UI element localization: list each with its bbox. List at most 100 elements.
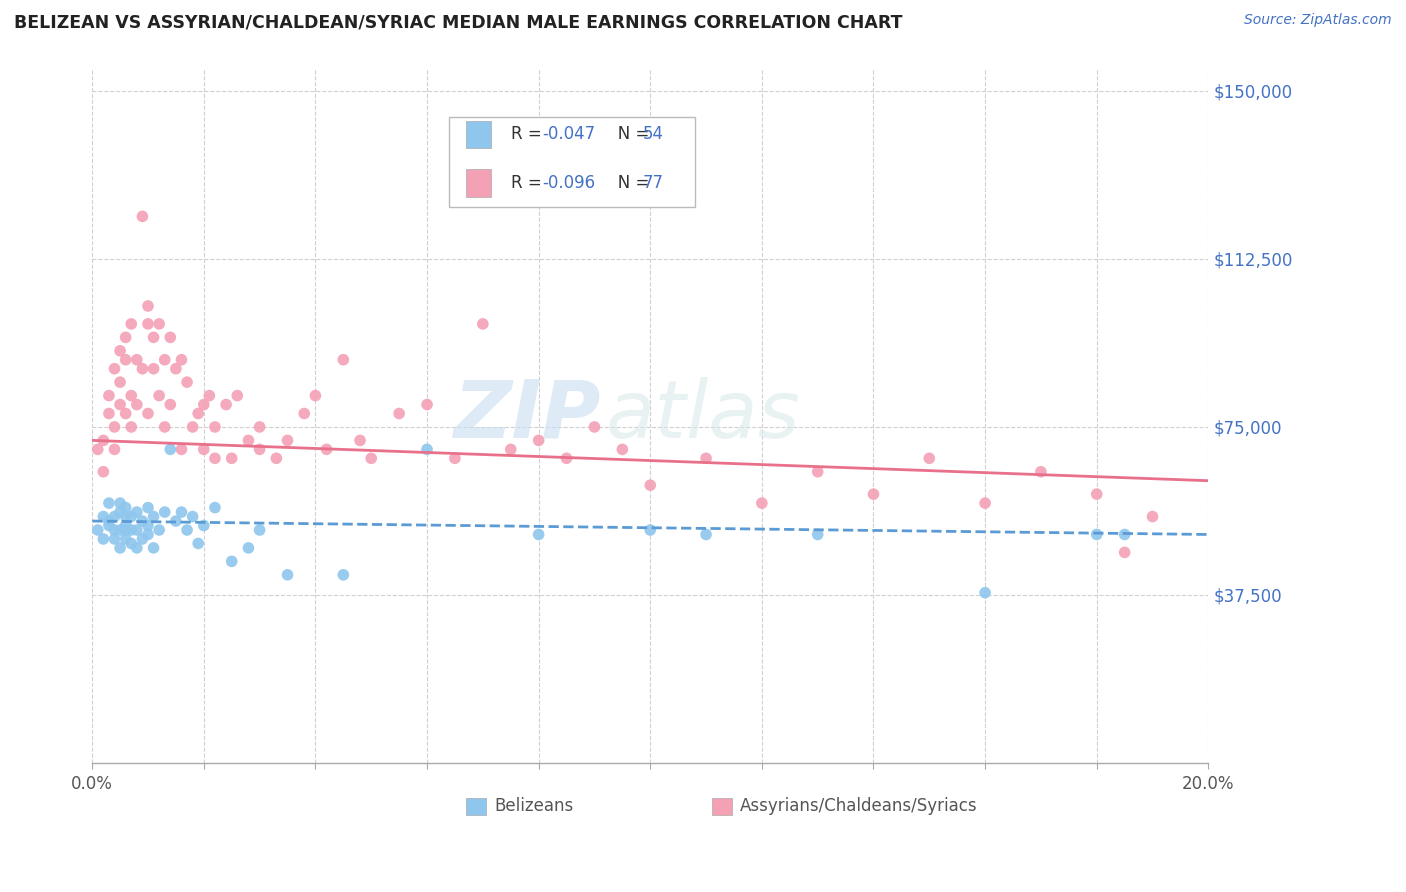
- Point: [751, 496, 773, 510]
- Point: [108, 505, 131, 519]
- Point: [807, 527, 830, 541]
- Point: [444, 451, 467, 466]
- Point: [91, 532, 114, 546]
- Point: [120, 536, 142, 550]
- Point: [612, 442, 634, 457]
- Point: [1114, 545, 1136, 559]
- Point: [108, 496, 131, 510]
- Point: [125, 352, 148, 367]
- Point: [97, 388, 120, 402]
- Point: [974, 585, 997, 599]
- Point: [108, 375, 131, 389]
- Point: [416, 398, 439, 412]
- Point: [114, 509, 136, 524]
- Point: [97, 407, 120, 421]
- Text: -0.047: -0.047: [541, 126, 595, 144]
- Point: [103, 509, 125, 524]
- Point: [1085, 487, 1108, 501]
- Point: [136, 299, 159, 313]
- Point: [176, 523, 198, 537]
- FancyBboxPatch shape: [450, 117, 695, 208]
- Point: [221, 554, 243, 568]
- Point: [120, 420, 142, 434]
- Point: [304, 388, 326, 402]
- Point: [360, 451, 382, 466]
- Bar: [467, 169, 491, 197]
- Text: ZIP: ZIP: [453, 376, 600, 455]
- Bar: [467, 797, 486, 815]
- Point: [114, 330, 136, 344]
- Point: [131, 514, 153, 528]
- Text: N =: N =: [602, 126, 655, 144]
- Point: [807, 465, 830, 479]
- Point: [125, 505, 148, 519]
- Point: [136, 317, 159, 331]
- Point: [87, 523, 110, 537]
- Point: [187, 407, 209, 421]
- Point: [181, 509, 204, 524]
- Point: [148, 523, 170, 537]
- Point: [97, 514, 120, 528]
- Bar: [711, 797, 731, 815]
- Point: [131, 532, 153, 546]
- Point: [159, 330, 181, 344]
- Point: [204, 420, 226, 434]
- Point: [108, 523, 131, 537]
- Point: [170, 442, 193, 457]
- Point: [125, 541, 148, 555]
- Point: [103, 523, 125, 537]
- Point: [159, 398, 181, 412]
- Point: [388, 407, 411, 421]
- Point: [159, 442, 181, 457]
- Point: [332, 352, 354, 367]
- Text: Source: ZipAtlas.com: Source: ZipAtlas.com: [1244, 13, 1392, 28]
- Point: [918, 451, 941, 466]
- Text: Belizeans: Belizeans: [494, 797, 574, 815]
- Point: [114, 523, 136, 537]
- Point: [638, 478, 661, 492]
- Point: [87, 442, 110, 457]
- Point: [695, 527, 717, 541]
- Point: [238, 434, 260, 448]
- Point: [226, 388, 249, 402]
- Point: [193, 518, 215, 533]
- Point: [170, 352, 193, 367]
- Point: [125, 523, 148, 537]
- Text: N =: N =: [602, 174, 655, 192]
- Point: [349, 434, 371, 448]
- Point: [499, 442, 522, 457]
- Point: [114, 500, 136, 515]
- Point: [120, 523, 142, 537]
- Point: [583, 420, 606, 434]
- Point: [527, 434, 550, 448]
- Point: [249, 442, 271, 457]
- Point: [1114, 527, 1136, 541]
- Point: [215, 398, 238, 412]
- Point: [332, 567, 354, 582]
- Point: [176, 375, 198, 389]
- Point: [165, 514, 187, 528]
- Point: [974, 496, 997, 510]
- Point: [165, 361, 187, 376]
- Point: [471, 317, 494, 331]
- Point: [120, 388, 142, 402]
- Point: [862, 487, 884, 501]
- Text: R =: R =: [510, 126, 547, 144]
- Point: [125, 398, 148, 412]
- Point: [114, 407, 136, 421]
- Point: [193, 442, 215, 457]
- Point: [103, 442, 125, 457]
- Point: [153, 420, 176, 434]
- Point: [103, 420, 125, 434]
- Point: [204, 500, 226, 515]
- Point: [170, 505, 193, 519]
- Point: [638, 523, 661, 537]
- Point: [148, 317, 170, 331]
- Text: atlas: atlas: [606, 376, 800, 455]
- Point: [142, 509, 165, 524]
- Text: 77: 77: [643, 174, 664, 192]
- Point: [91, 434, 114, 448]
- Point: [142, 541, 165, 555]
- Point: [695, 451, 717, 466]
- Point: [142, 330, 165, 344]
